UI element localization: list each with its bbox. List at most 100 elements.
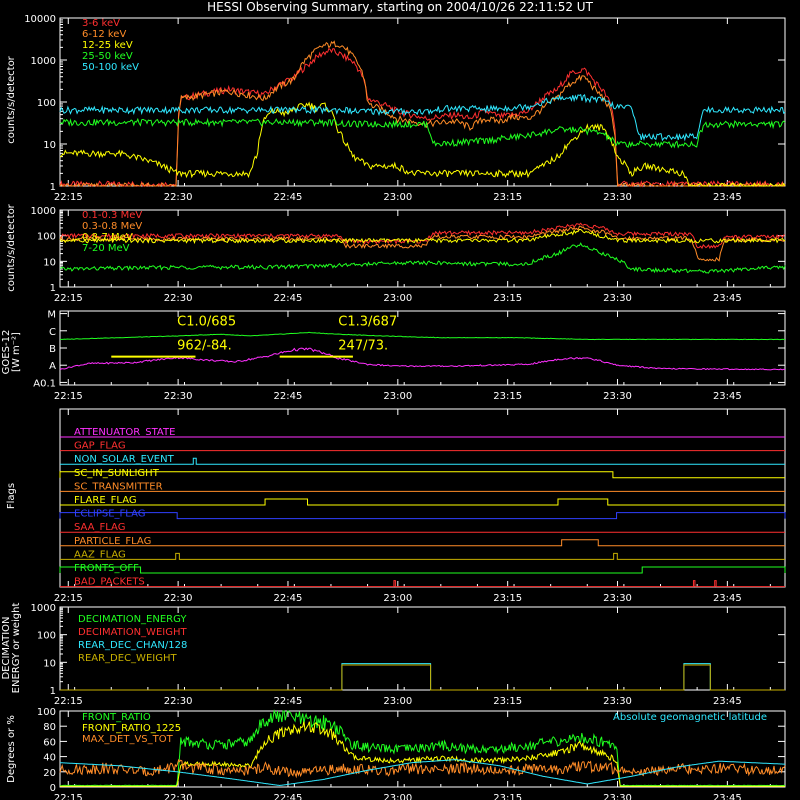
flags-x-tick-label: 22:45 (274, 593, 303, 604)
goes-y-axis-label-line: GOES-12 (1, 330, 12, 375)
chart-title: HESSI Observing Summary, starting on 200… (207, 0, 593, 14)
flags-flag-label: SAA_FLAG (74, 522, 125, 533)
ratios-panel: 22:15 22:30 22:45 23:00 23:15 23:30 23:45 Degre… (6, 707, 786, 800)
ratios-series-line (59, 758, 786, 779)
goes-panel: 22:15 22:30 22:45 23:00 23:15 23:30 23:45 GOES-… (1, 310, 786, 402)
goes-flare-annotation: 962/-84. (177, 339, 232, 354)
hxr-legend-entry: 12-25 keV (82, 40, 133, 51)
decimation-x-tick-label: 23:30 (603, 696, 632, 707)
goes-x-tick-label: 23:00 (383, 391, 412, 402)
hxr-x-tick-label: 22:30 (164, 192, 193, 203)
goes-x-tick-label: 22:30 (164, 391, 193, 402)
flags-x-tick-label: 23:15 (493, 593, 522, 604)
decimation-y-axis-label-line: ENERGY or weight (11, 603, 22, 694)
hxr-x-tick-label: 23:30 (603, 192, 632, 203)
flags-flag-label: BAD_PACKETS (74, 577, 145, 588)
hxr-y-axis-label-line: counts/s/detector (6, 55, 17, 143)
hxr-legend-entry: 50-100 keV (82, 62, 139, 73)
gamma-x-tick-label: 22:45 (274, 293, 303, 304)
hxr-y-axis-label: counts/s/detector (6, 55, 17, 143)
goes-flare-annotation: C1.0/685 (177, 315, 236, 330)
flags-flag-label: ECLIPSE_FLAG (74, 509, 145, 520)
flags-flag-label: SC_IN_SUNLIGHT (74, 468, 160, 479)
flags-y-axis-label-line: Flags (6, 483, 17, 509)
decimation-frame (59, 606, 786, 691)
goes-y-tick-label: A0.1 (33, 378, 56, 389)
gamma-y-tick-label: 1 (50, 283, 56, 294)
ratios-y-tick-label: 80 (43, 722, 56, 733)
goes-x-tick-label: 22:15 (54, 391, 83, 402)
decimation-legend-entry: DECIMATION_WEIGHT (78, 627, 187, 638)
goes-y-tick-label: B (49, 344, 56, 355)
gamma-x-tick-label: 23:00 (383, 293, 412, 304)
hxr-x-tick-label: 23:00 (383, 192, 412, 203)
goes-flare-annotation: C1.3/687 (338, 315, 397, 330)
hxr-x-tick-label: 22:45 (274, 192, 303, 203)
ratios-legend-entry: MAX_DET_VS_TOT (82, 734, 174, 745)
hxr-series-line (59, 40, 786, 188)
decimation-y-axis-label-line: DECIMATION (1, 616, 12, 679)
decimation-legend-entry: DECIMATION_ENERGY (78, 614, 187, 625)
ratios-x-tick-label: 23:30 (603, 793, 632, 800)
flags-flag-line (59, 471, 785, 479)
ratios-y-axis-label: Degrees or % (6, 715, 17, 783)
hxr-y-tick-label: 10 (43, 140, 56, 151)
gamma-y-tick-label: 100 (37, 232, 56, 243)
ratios-y-tick-label: 20 (43, 768, 56, 779)
ratios-x-tick-label: 23:15 (493, 793, 522, 800)
flags-flag-label: FLARE_FLAG (74, 495, 137, 506)
flags-flag-line (59, 512, 786, 520)
goes-y-tick-label: M (47, 310, 56, 321)
hxr-x-tick-label: 23:15 (493, 192, 522, 203)
flags-flag-label: NON_SOLAR_EVENT (74, 454, 175, 465)
goes-x-ticks: 22:15 22:30 22:45 23:00 23:15 23:30 23:45 (54, 311, 771, 402)
hxr-legend-entry: 6-12 keV (82, 29, 126, 40)
ratios-frame (59, 710, 786, 788)
flags-flag-line (60, 552, 785, 560)
gamma-x-tick-label: 23:30 (603, 293, 632, 304)
hxr-legend-entry: 25-50 keV (82, 51, 133, 62)
decimation-x-tick-label: 23:45 (713, 696, 742, 707)
hxr-panel: 22:15 22:30 22:45 23:00 23:15 23:30 23:45 count… (6, 14, 786, 203)
decimation-y-tick-label: 1000 (31, 603, 56, 614)
gamma-series-line (59, 225, 786, 262)
decimation-y-tick-label: 100 (37, 631, 56, 642)
hxr-x-ticks: 22:15 22:30 22:45 23:00 23:15 23:30 23:45 (54, 18, 771, 203)
gamma-y-axis-label: counts/s/detector (6, 203, 17, 291)
decimation-x-tick-label: 22:15 (54, 696, 83, 707)
gamma-y-tick-label: 1000 (31, 206, 56, 217)
hxr-x-tick-label: 23:45 (713, 192, 742, 203)
ratios-series-line (60, 759, 786, 787)
goes-x-tick-label: 23:45 (713, 391, 742, 402)
goes-x-tick-label: 22:45 (274, 391, 303, 402)
goes-flare-annotation: 247/73. (338, 339, 388, 354)
flags-x-tick-label: 23:45 (713, 593, 742, 604)
flags-flag-label: GAP_FLAG (74, 441, 126, 452)
gamma-y-axis-label-line: counts/s/detector (6, 203, 17, 291)
ratios-y-axis-label-line: Degrees or % (6, 715, 17, 783)
flags-x-ticks: 22:15 22:30 22:45 23:00 23:15 23:30 23:45 (54, 409, 771, 604)
gamma-x-tick-label: 23:45 (713, 293, 742, 304)
decimation-legend: DECIMATION_ENERGY DECIMATION_WEIGHT REAR_D… (78, 614, 187, 664)
ratios-y-tick-label: 60 (43, 737, 56, 748)
hxr-series-line (59, 93, 786, 142)
hxr-x-tick-label: 22:15 (54, 192, 83, 203)
gamma-panel: 22:15 22:30 22:45 23:00 23:15 23:30 23:45 count… (6, 203, 786, 304)
goes-y-tick-label: A (49, 361, 56, 372)
flags-flag-line (59, 566, 786, 574)
gamma-frame (59, 209, 786, 288)
gamma-legend-entry: 7-20 MeV (82, 243, 130, 254)
hxr-y-tick-label: 1000 (31, 56, 56, 67)
ratios-y-tick-label: 40 (43, 753, 56, 764)
decimation-series-line (60, 664, 785, 691)
decimation-x-tick-label: 22:30 (164, 696, 193, 707)
hxr-y-tick-label: 1 (50, 182, 56, 193)
flags-flag-label: AAZ_FLAG (74, 549, 126, 560)
goes-y-tick-label: C (49, 327, 56, 338)
ratios-x-tick-label: 22:45 (274, 793, 303, 800)
ratios-x-tick-label: 23:45 (713, 793, 742, 800)
decimation-legend-entry: REAR_DEC_WEIGHT (78, 653, 177, 664)
ratios-series-line (59, 721, 786, 787)
decimation-x-tick-label: 22:45 (274, 696, 303, 707)
